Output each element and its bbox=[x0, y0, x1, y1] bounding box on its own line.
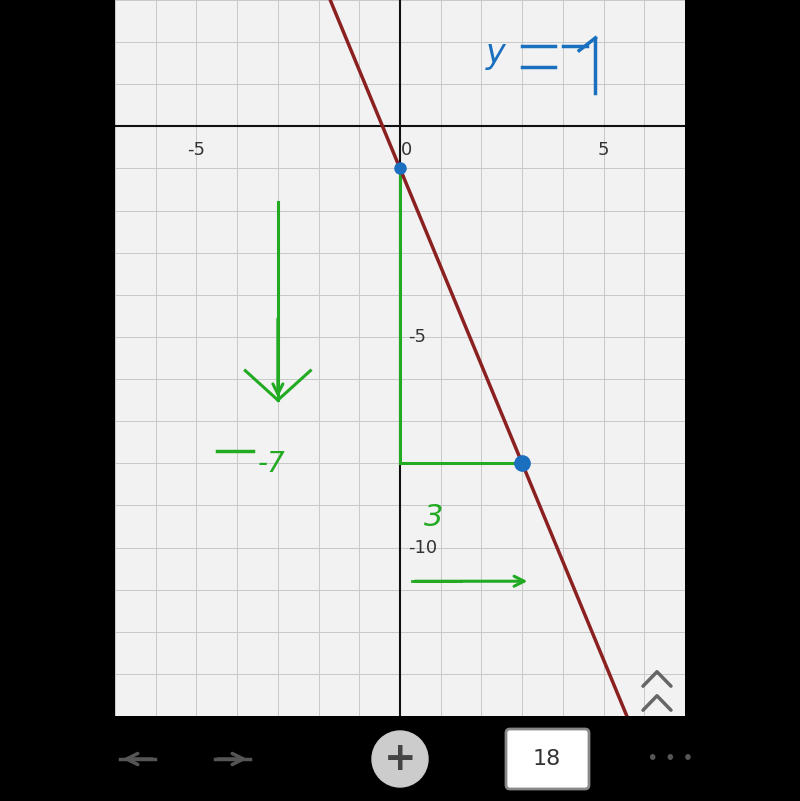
Circle shape bbox=[372, 731, 428, 787]
FancyBboxPatch shape bbox=[506, 729, 589, 789]
Text: -5: -5 bbox=[187, 141, 206, 159]
Text: 0: 0 bbox=[401, 141, 412, 159]
Text: -10: -10 bbox=[408, 538, 438, 557]
Text: -7: -7 bbox=[258, 449, 285, 477]
Text: • • •: • • • bbox=[646, 750, 694, 768]
Text: 18: 18 bbox=[533, 749, 561, 769]
Text: y: y bbox=[486, 37, 506, 70]
Text: 3: 3 bbox=[425, 504, 444, 533]
Text: 5: 5 bbox=[598, 141, 610, 159]
Text: -5: -5 bbox=[408, 328, 426, 346]
Text: +: + bbox=[384, 740, 416, 778]
